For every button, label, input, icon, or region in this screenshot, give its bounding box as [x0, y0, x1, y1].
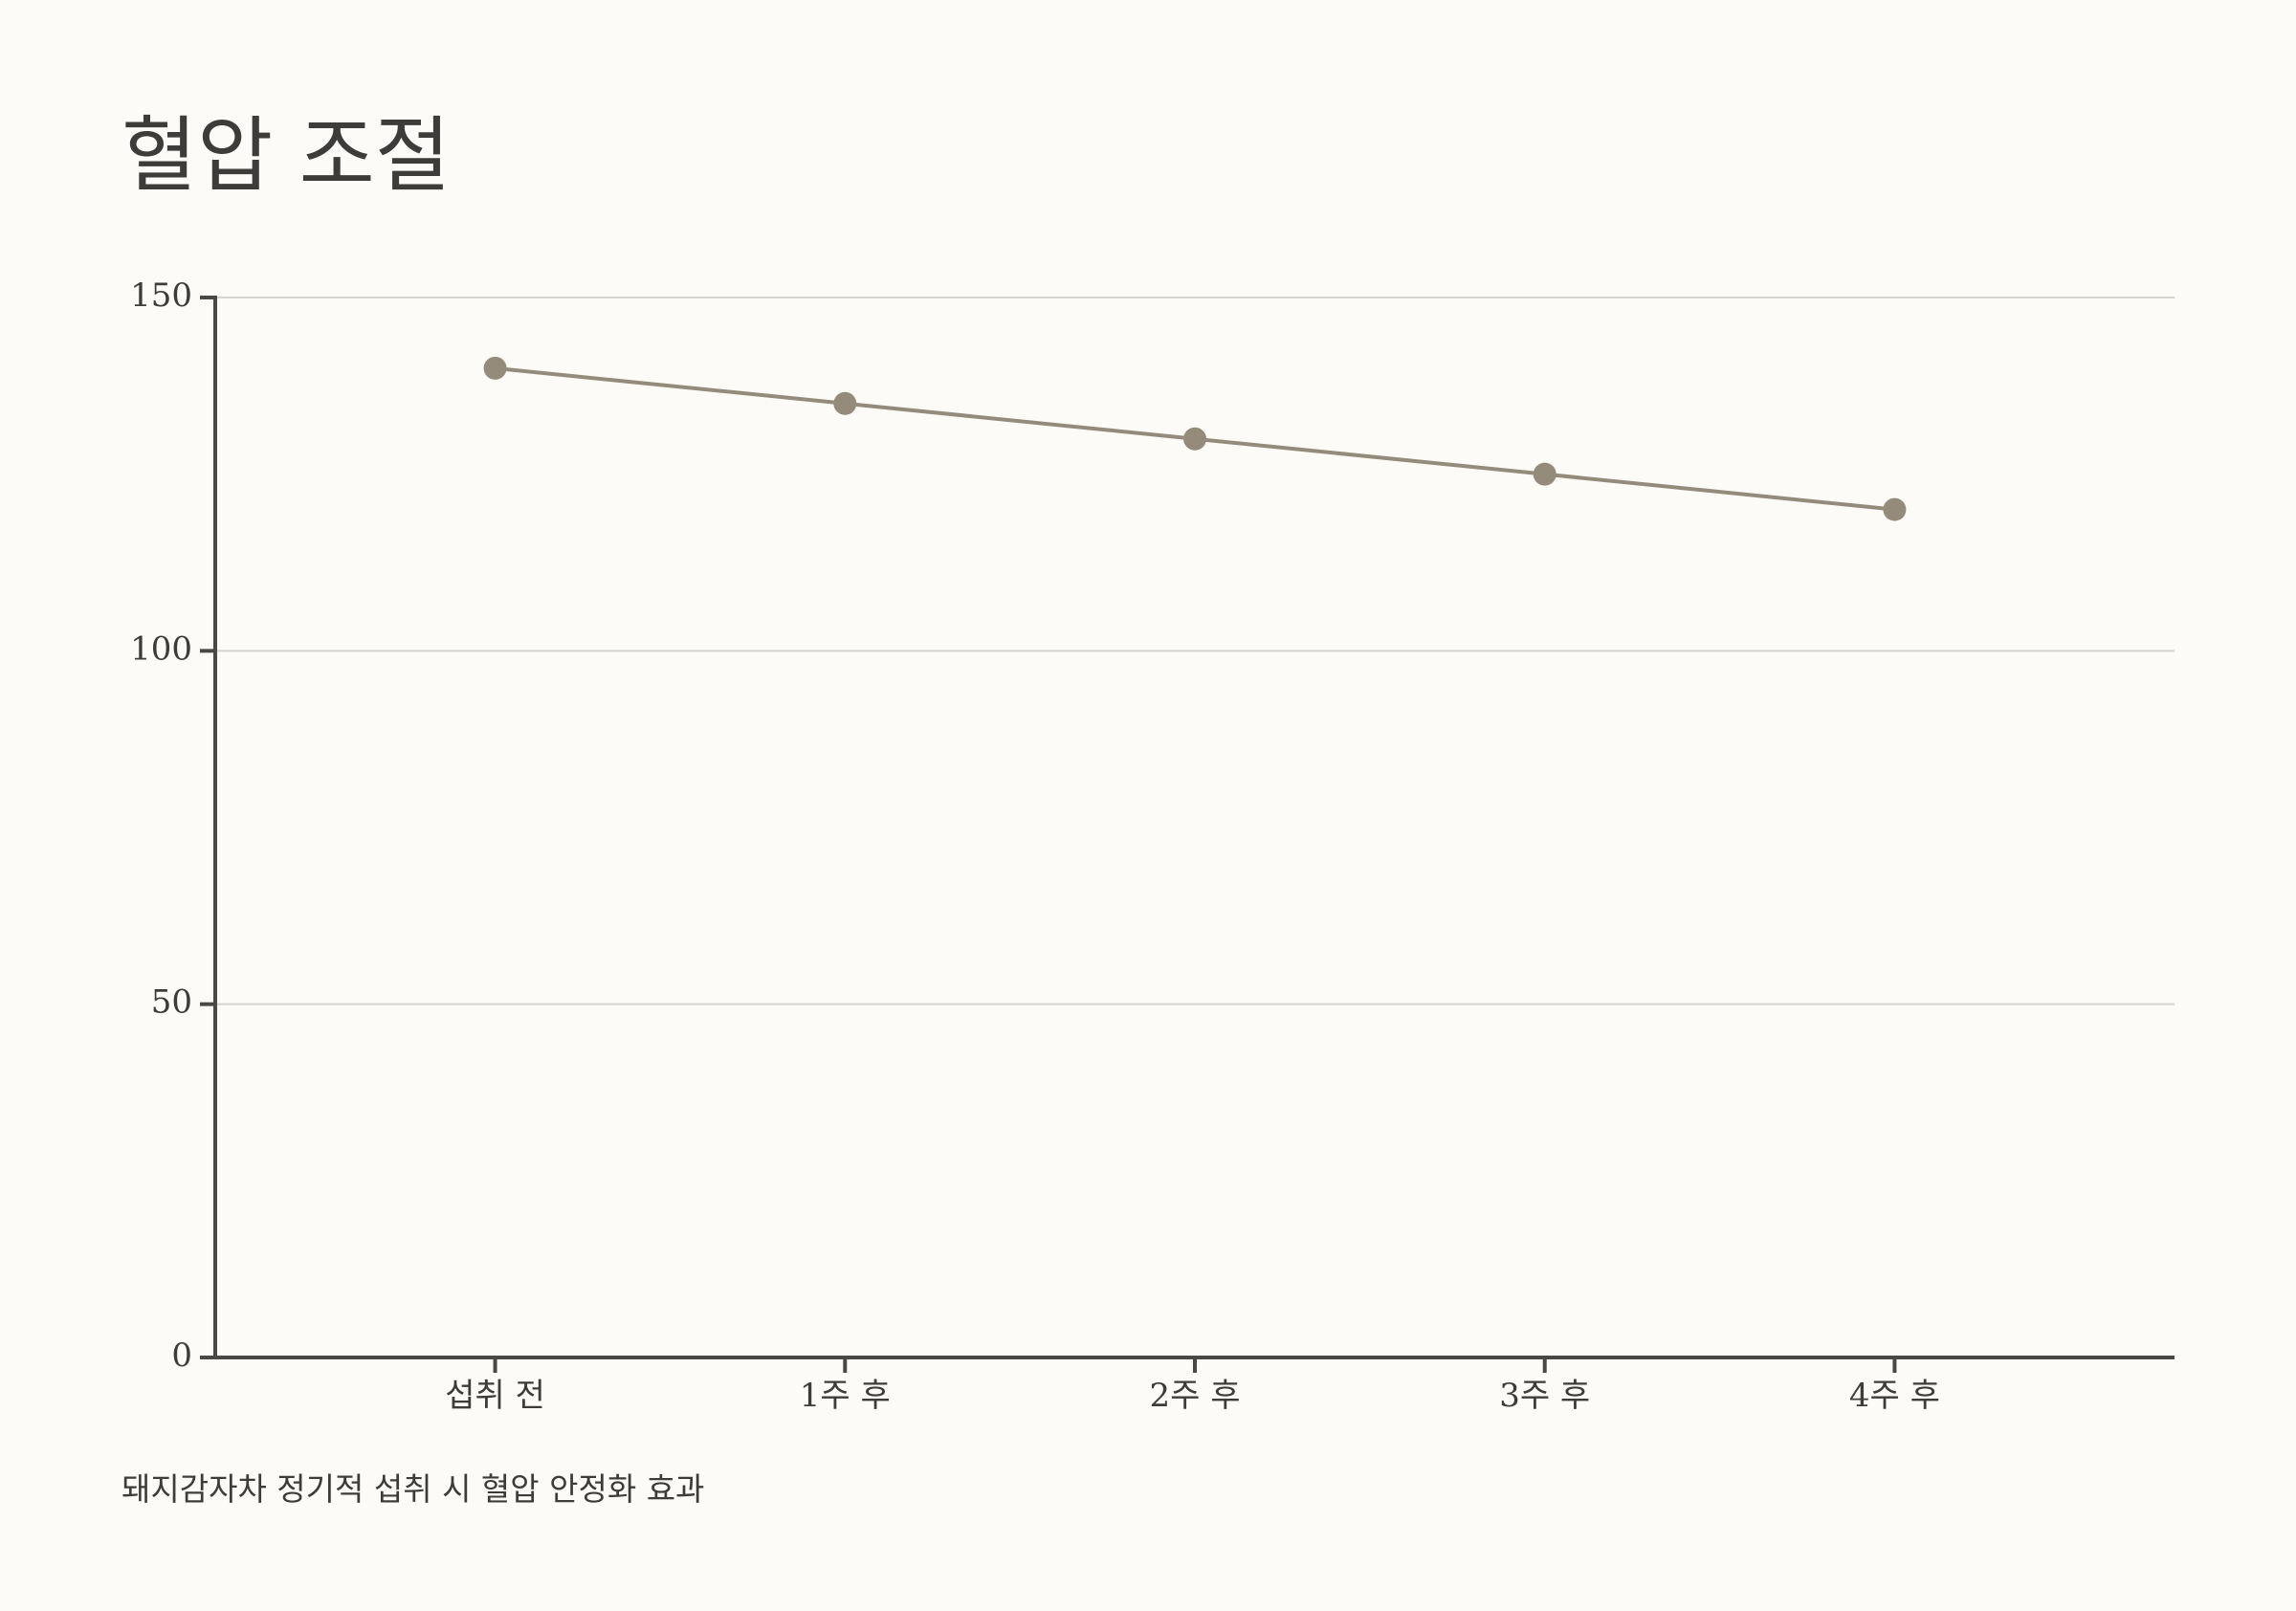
data-point [483, 356, 507, 380]
x-tick-label: 섭취 전 [445, 1377, 545, 1415]
data-point [1883, 497, 1907, 521]
y-tick-label: 0 [171, 1336, 192, 1375]
x-tick-label: 4주 후 [1849, 1377, 1940, 1415]
x-tick-label: 1주 후 [800, 1377, 891, 1415]
y-tick-label: 100 [130, 629, 192, 668]
x-tick-label: 3주 후 [1499, 1377, 1590, 1415]
chart-title: 혈압 조절 [121, 108, 451, 204]
data-point [833, 391, 857, 415]
y-tick-label: 50 [151, 983, 192, 1022]
data-point [1533, 462, 1556, 486]
y-tick-label: 150 [130, 276, 192, 315]
x-tick-label: 2주 후 [1150, 1377, 1241, 1415]
data-point [1183, 427, 1206, 451]
chart-subtitle: 돼지감자차 정기적 섭취 시 혈압 안정화 효과 [121, 1470, 704, 1508]
